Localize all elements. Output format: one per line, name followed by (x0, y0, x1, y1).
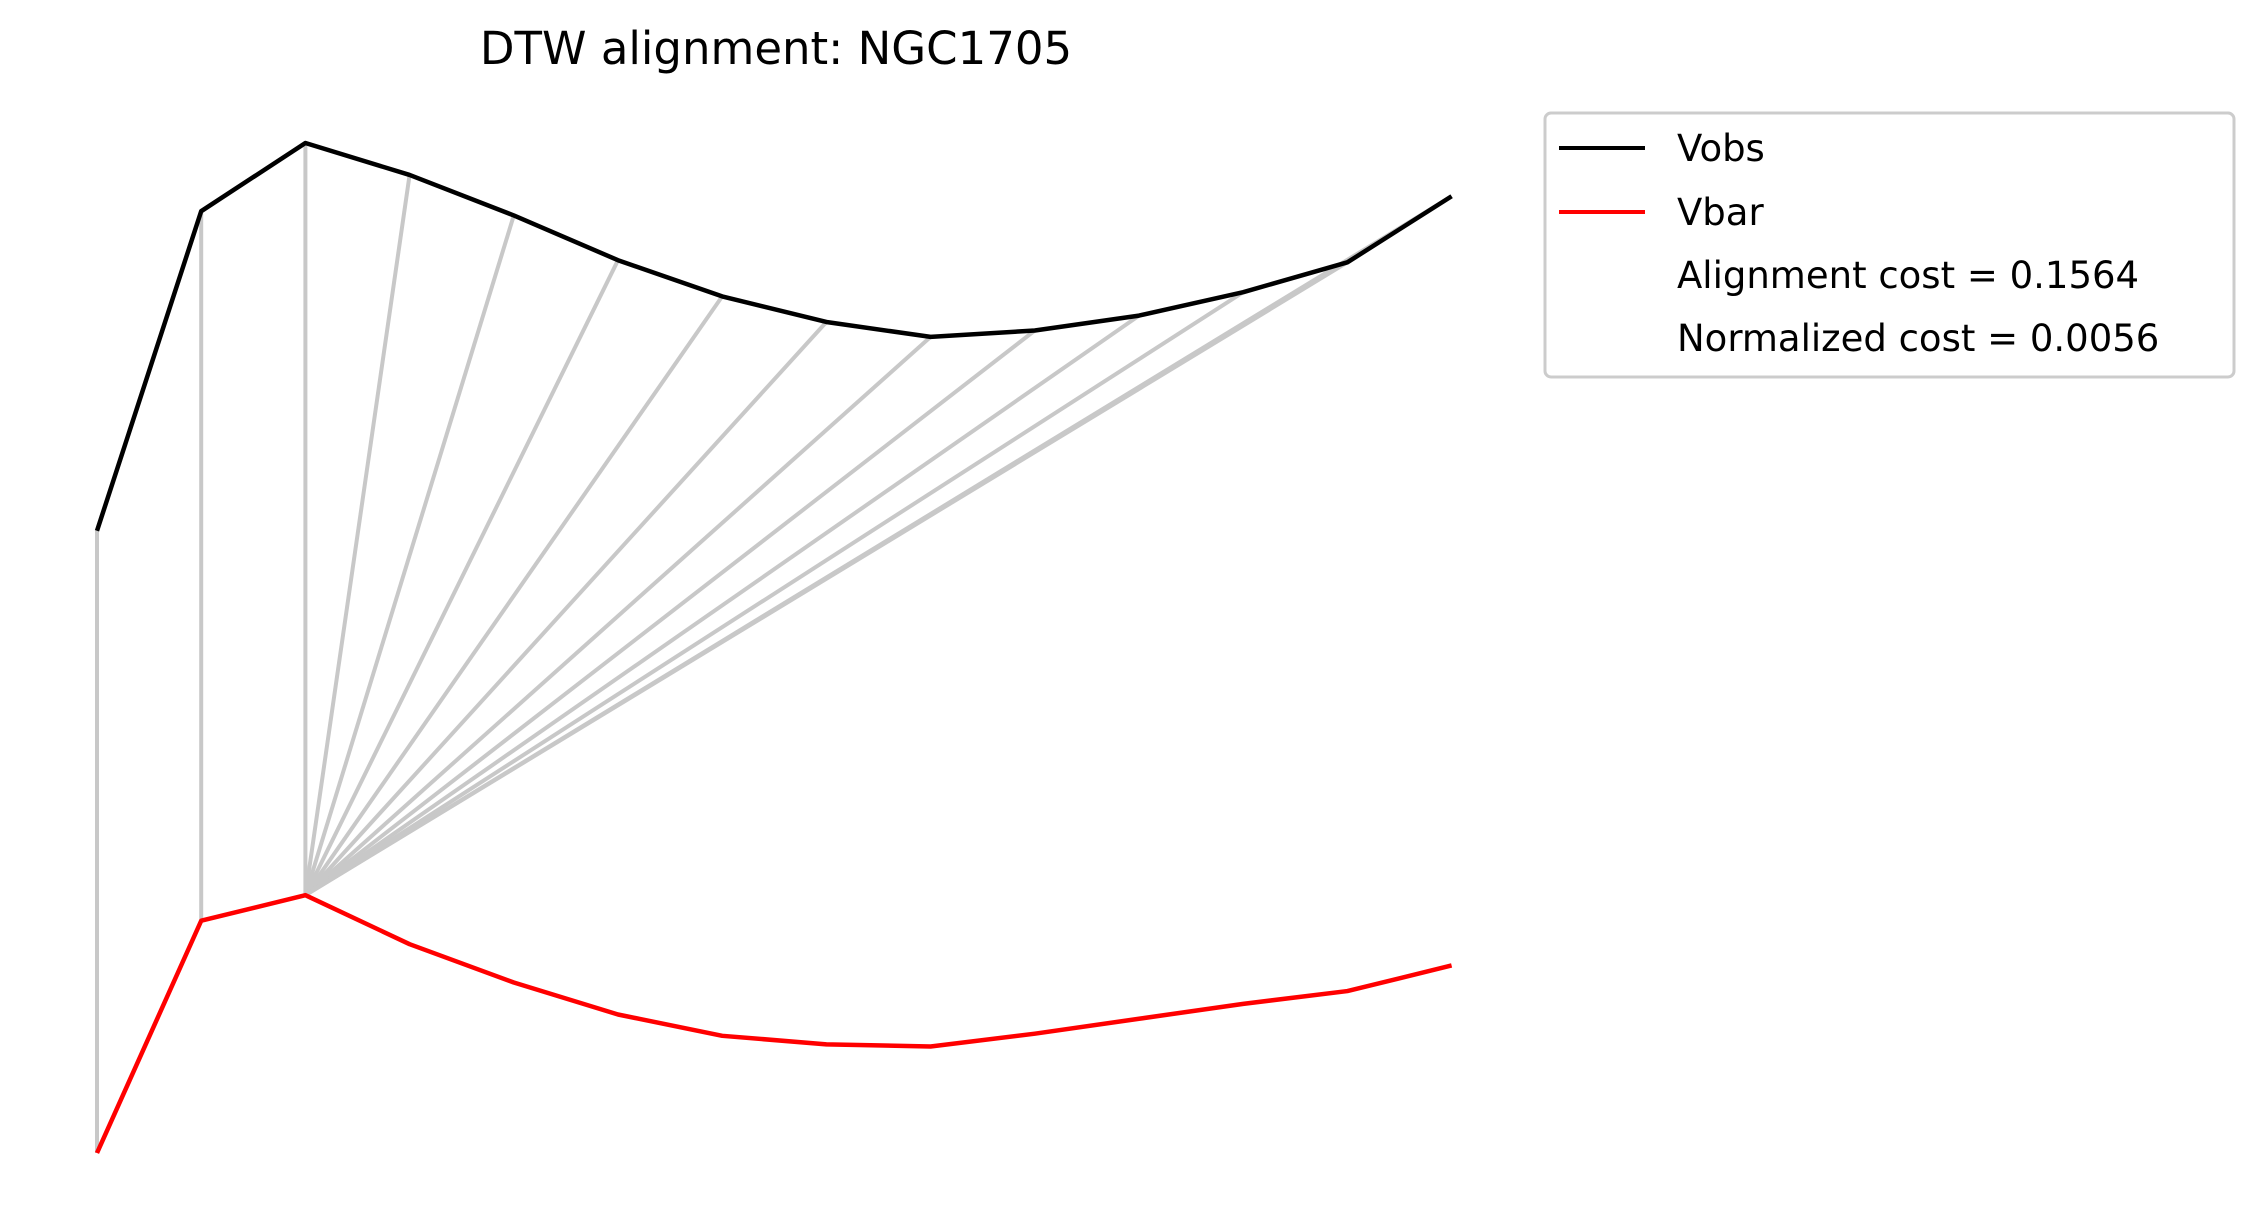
legend-frame (1543, 111, 2236, 379)
legend-alignment-cost: Alignment cost = 0.1564 (1677, 254, 2139, 297)
alignment-line (304, 335, 932, 897)
alignment-line (304, 194, 1453, 897)
alignment-line (304, 313, 1141, 897)
chart-title: DTW alignment: NGC1705 (480, 22, 1072, 75)
alignment-line (304, 290, 1245, 897)
legend-normalized-cost: Normalized cost = 0.0056 (1677, 317, 2159, 360)
legend: Vobs Vbar Alignment cost = 0.1564 Normal… (1543, 111, 2236, 379)
series-line-vobs (94, 140, 1453, 532)
alignment-line (303, 259, 620, 897)
alignment-line (303, 174, 412, 896)
series-lines (94, 140, 1453, 1154)
series-line-vbar (94, 892, 1453, 1154)
legend-label-vobs: Vobs (1677, 127, 1765, 170)
alignment-lines (95, 143, 1453, 1153)
legend-label-vbar: Vbar (1677, 191, 1764, 234)
alignment-line (303, 295, 724, 897)
alignment-line (303, 214, 516, 896)
alignment-line (304, 328, 1037, 897)
alignment-line (303, 320, 828, 897)
